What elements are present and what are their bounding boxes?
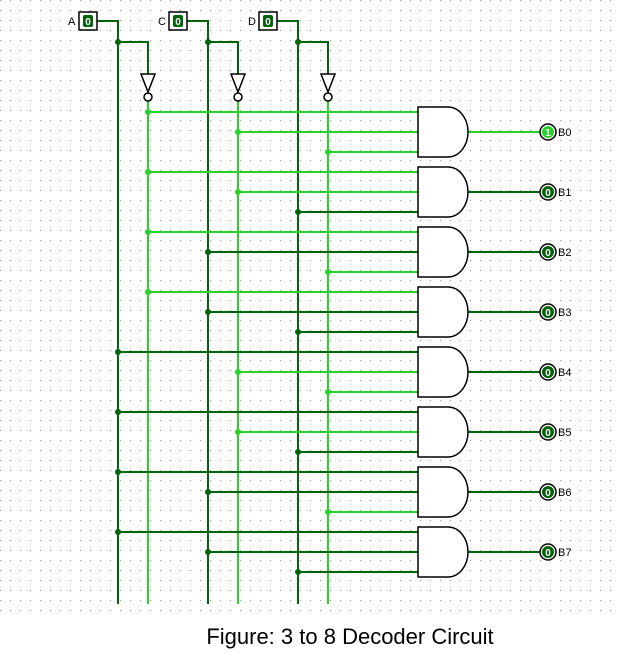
junction-dot — [325, 389, 331, 395]
output-pin-label: B0 — [558, 127, 571, 139]
not-gate-bubble — [233, 92, 243, 102]
junction-dot — [115, 469, 121, 475]
input-pin-label: C — [158, 16, 166, 28]
and-gate — [417, 406, 469, 458]
junction-dot — [115, 349, 121, 355]
input-pin-value: 0 — [265, 17, 271, 28]
output-pin-led — [542, 546, 554, 558]
output-pin-value: 0 — [545, 188, 551, 199]
junction-dot — [145, 289, 151, 295]
junction-dot — [145, 169, 151, 175]
junction-dot — [115, 409, 121, 415]
wires-layer — [97, 20, 541, 604]
junction-dot — [205, 249, 211, 255]
input-pin-value: 0 — [175, 17, 181, 28]
junction-dot — [235, 429, 241, 435]
output-pin-led — [542, 366, 554, 378]
junction-dot — [115, 529, 121, 535]
and-gate — [417, 286, 469, 338]
output-pin-label: B3 — [558, 307, 571, 319]
junction-dot — [325, 269, 331, 275]
input-pin-value: 0 — [85, 17, 91, 28]
input-pin-label: A — [68, 16, 76, 28]
input-pin-value-bg — [83, 15, 93, 27]
junction-dot — [325, 509, 331, 515]
output-pin-label: B5 — [558, 427, 571, 439]
and-gate — [417, 466, 469, 518]
and-gate — [417, 346, 469, 398]
junction-dot — [205, 309, 211, 315]
input-pin-label: D — [248, 16, 256, 28]
junction-dot — [295, 329, 301, 335]
output-pin-led — [542, 186, 554, 198]
output-pin-label: B6 — [558, 487, 571, 499]
output-pin-value: 1 — [545, 128, 551, 139]
and-gate — [417, 226, 469, 278]
output-pin-led — [542, 426, 554, 438]
pins-layer: 0A 0C 0D1 B00 B10 B20 B30 B40 B50 B60 B7 — [68, 11, 571, 561]
output-pin-value: 0 — [545, 548, 551, 559]
output-pin-value: 0 — [545, 488, 551, 499]
and-gate — [417, 106, 469, 158]
not-gate — [139, 73, 157, 95]
junction-dot — [145, 229, 151, 235]
output-pin-label: B2 — [558, 247, 571, 259]
junction-dot — [325, 149, 331, 155]
output-pin-led — [542, 246, 554, 258]
input-pin-value-bg — [173, 15, 183, 27]
junction-dot — [205, 489, 211, 495]
junction-dot — [145, 109, 151, 115]
junction-dot — [235, 189, 241, 195]
not-gate — [319, 73, 337, 95]
output-pin-value: 0 — [545, 368, 551, 379]
output-pin-label: B4 — [558, 367, 571, 379]
not-gate-bubble — [323, 92, 333, 102]
output-pin-value: 0 — [545, 248, 551, 259]
junction-dot — [205, 549, 211, 555]
output-pin-led — [542, 126, 554, 138]
gates-layer — [139, 73, 469, 578]
and-gate — [417, 526, 469, 578]
and-gate — [417, 166, 469, 218]
figure-caption: Figure: 3 to 8 Decoder Circuit — [206, 624, 494, 649]
junction-dot — [235, 369, 241, 375]
output-pin-label: B1 — [558, 187, 571, 199]
not-gate — [229, 73, 247, 95]
output-pin-value: 0 — [545, 428, 551, 439]
junction-dot — [295, 209, 301, 215]
output-pin-led — [542, 306, 554, 318]
output-pin-label: B7 — [558, 547, 571, 559]
input-pin-value-bg — [263, 15, 273, 27]
output-pin-led — [542, 486, 554, 498]
junction-dot — [295, 569, 301, 575]
output-pin-value: 0 — [545, 308, 551, 319]
junction-dot — [295, 449, 301, 455]
junction-dot — [235, 129, 241, 135]
not-gate-bubble — [143, 92, 153, 102]
grid-background — [0, 0, 618, 612]
